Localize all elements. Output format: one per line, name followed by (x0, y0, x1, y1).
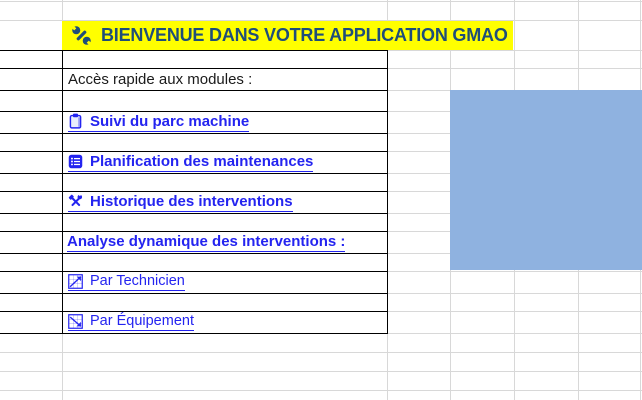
list-icon (68, 154, 83, 168)
cell-border (0, 270, 388, 272)
gridline (0, 371, 642, 372)
link-suivi-du-parc-machine[interactable]: Suivi du parc machine (62, 111, 388, 133)
link-historique-des-interventions[interactable]: Historique des interventions (62, 191, 388, 213)
wrench-icon (71, 25, 92, 46)
cell-border (386, 50, 388, 333)
gridline (0, 352, 642, 353)
chart-up-icon (68, 273, 83, 289)
placeholder-shape[interactable] (450, 90, 642, 270)
welcome-title: BIENVENUE DANS VOTRE APPLICATION GMAO (101, 25, 508, 45)
cell-border (0, 150, 388, 152)
link-label: Par Technicien (90, 273, 185, 289)
cell-border (0, 190, 388, 192)
link-par-equipement[interactable]: Par Équipement (62, 311, 388, 333)
link-par-technicien[interactable]: Par Technicien (62, 271, 388, 293)
tools-icon (68, 193, 83, 206)
analysis-heading-label: Analyse dynamique des interventions : (67, 232, 346, 250)
cell-border (0, 132, 388, 134)
quick-access-heading: Accès rapide aux modules : (62, 68, 388, 90)
cell-border (0, 89, 388, 91)
cell-border (0, 252, 388, 254)
link-label: Planification des maintenances (90, 152, 314, 170)
cell-border (0, 310, 388, 312)
analysis-section-heading: Analyse dynamique des interventions : (62, 231, 388, 253)
gridline (0, 390, 642, 391)
cell-border (0, 110, 388, 112)
link-label: Par Équipement (90, 313, 194, 329)
welcome-banner: BIENVENUE DANS VOTRE APPLICATION GMAO (62, 21, 513, 50)
cell-border (0, 172, 388, 174)
cell-border (0, 230, 388, 232)
link-label: Suivi du parc machine (90, 112, 250, 130)
cell-border (0, 332, 388, 334)
clipboard-icon (69, 113, 82, 129)
link-planification-des-maintenances[interactable]: Planification des maintenances (62, 151, 388, 173)
cell-border (61, 50, 63, 333)
gridline (0, 20, 642, 21)
cell-border (0, 212, 388, 214)
link-label: Historique des interventions (90, 192, 293, 210)
chart-down-icon (68, 313, 83, 329)
quick-access-heading-label: Accès rapide aux modules : (68, 70, 253, 88)
cell-border (0, 67, 388, 69)
gridline (0, 1, 642, 2)
cell-border (0, 292, 388, 294)
cell-border (0, 49, 388, 51)
